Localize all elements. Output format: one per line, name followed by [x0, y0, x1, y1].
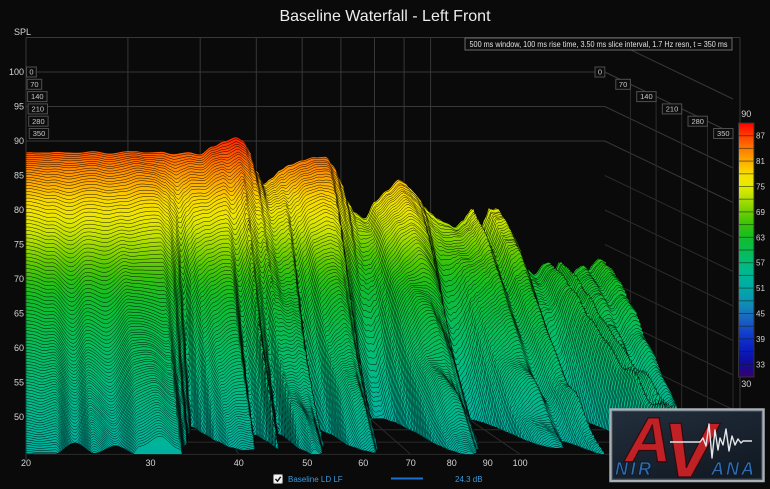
svg-text:0: 0 — [598, 68, 602, 77]
svg-text:210: 210 — [666, 105, 679, 114]
svg-text:75: 75 — [14, 240, 24, 250]
svg-text:210: 210 — [32, 105, 45, 114]
svg-text:70: 70 — [619, 80, 627, 89]
svg-text:69: 69 — [756, 208, 765, 217]
svg-text:30: 30 — [741, 379, 751, 389]
svg-text:51: 51 — [756, 284, 765, 293]
svg-text:90: 90 — [741, 109, 751, 119]
svg-text:80: 80 — [14, 205, 24, 215]
svg-text:50: 50 — [14, 412, 24, 422]
svg-text:A: A — [623, 404, 671, 476]
svg-text:20: 20 — [21, 458, 31, 468]
svg-text:70: 70 — [30, 80, 38, 89]
svg-text:24.3 dB: 24.3 dB — [455, 475, 483, 484]
svg-text:ANA: ANA — [710, 459, 756, 479]
svg-text:39: 39 — [756, 335, 765, 344]
svg-text:350: 350 — [717, 129, 730, 138]
svg-text:350: 350 — [33, 129, 46, 138]
svg-text:90: 90 — [14, 136, 24, 146]
svg-text:95: 95 — [14, 102, 24, 112]
svg-text:70: 70 — [406, 458, 416, 468]
svg-text:81: 81 — [756, 157, 765, 166]
svg-text:87: 87 — [756, 132, 765, 141]
svg-text:140: 140 — [640, 92, 653, 101]
svg-text:100: 100 — [9, 67, 24, 77]
svg-text:63: 63 — [756, 233, 765, 242]
svg-text:Baseline LD LF: Baseline LD LF — [288, 475, 343, 484]
svg-text:85: 85 — [14, 171, 24, 181]
svg-text:50: 50 — [302, 458, 312, 468]
svg-text:60: 60 — [358, 458, 368, 468]
svg-text:NIR: NIR — [615, 459, 654, 479]
svg-text:100: 100 — [513, 458, 528, 468]
svg-text:75: 75 — [756, 183, 765, 192]
svg-text:Baseline Waterfall - Left Fron: Baseline Waterfall - Left Front — [279, 8, 491, 25]
svg-text:60: 60 — [14, 343, 24, 353]
svg-text:280: 280 — [32, 117, 45, 126]
svg-text:SPL: SPL — [14, 27, 31, 37]
svg-text:280: 280 — [691, 117, 704, 126]
svg-text:140: 140 — [31, 92, 44, 101]
svg-text:90: 90 — [483, 458, 493, 468]
svg-text:40: 40 — [234, 458, 244, 468]
svg-text:55: 55 — [14, 378, 24, 388]
svg-text:70: 70 — [14, 274, 24, 284]
svg-text:33: 33 — [756, 360, 765, 369]
svg-text:65: 65 — [14, 309, 24, 319]
svg-text:500 ms window, 100 ms rise tim: 500 ms window, 100 ms rise time, 3.50 ms… — [470, 40, 728, 49]
svg-text:30: 30 — [145, 458, 155, 468]
svg-text:80: 80 — [447, 458, 457, 468]
svg-text:57: 57 — [756, 259, 765, 268]
svg-text:45: 45 — [756, 310, 765, 319]
svg-text:0: 0 — [29, 68, 33, 77]
